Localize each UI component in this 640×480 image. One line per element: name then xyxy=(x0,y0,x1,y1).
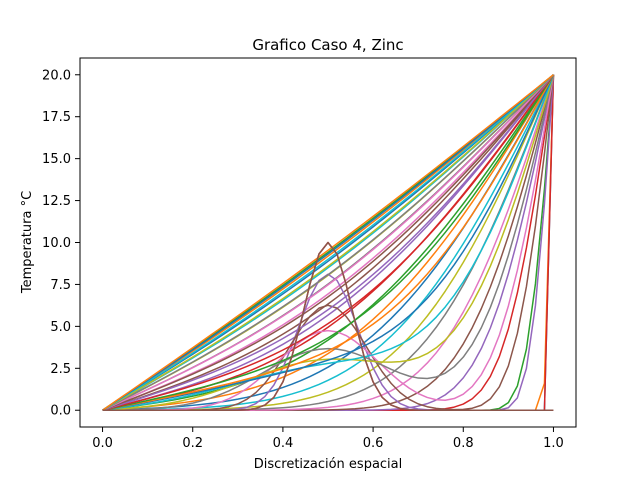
series-line xyxy=(102,74,555,411)
x-tick-label: 0.8 xyxy=(453,436,474,451)
x-tick-label: 0.6 xyxy=(363,436,384,451)
y-tick-label: 20.0 xyxy=(42,68,71,83)
series-line xyxy=(102,74,555,411)
series-line xyxy=(102,74,554,411)
series-line xyxy=(102,74,554,411)
series-line xyxy=(102,74,555,411)
series-line xyxy=(102,74,554,411)
y-axis: 0.0 2.5 5.0 7.5 10.0 12.5 15.0 17.5 20.0 xyxy=(42,68,80,419)
series-line xyxy=(102,74,555,411)
series-line xyxy=(102,74,554,411)
x-tick-label: 0.0 xyxy=(92,436,113,451)
chart-title: Grafico Caso 4, Zinc xyxy=(252,36,403,54)
y-tick-label: 5.0 xyxy=(50,320,71,335)
series-line xyxy=(102,74,554,411)
series-line xyxy=(102,74,554,411)
series-line xyxy=(102,74,555,411)
y-tick-label: 15.0 xyxy=(42,152,71,167)
x-axis: 0.0 0.2 0.4 0.6 0.8 1.0 xyxy=(92,427,564,451)
series-line xyxy=(102,74,555,411)
y-tick-label: 2.5 xyxy=(50,362,71,377)
y-axis-label: Temperatura °C xyxy=(20,191,35,294)
series-line xyxy=(102,241,554,411)
x-tick-label: 0.2 xyxy=(182,436,203,451)
y-tick-label: 17.5 xyxy=(42,110,71,125)
x-tick-label: 0.4 xyxy=(273,436,294,451)
y-tick-label: 10.0 xyxy=(42,236,71,251)
series-line xyxy=(102,74,554,411)
series-line xyxy=(102,74,555,411)
series-line xyxy=(102,74,555,411)
series-line xyxy=(102,74,555,411)
series-line xyxy=(102,74,555,411)
x-tick-label: 1.0 xyxy=(543,436,564,451)
series-layer xyxy=(102,74,555,411)
y-tick-label: 12.5 xyxy=(42,194,71,209)
series-line xyxy=(102,74,555,411)
y-tick-label: 0.0 xyxy=(50,404,71,419)
x-axis-label: Discretización espacial xyxy=(254,457,403,472)
y-tick-label: 7.5 xyxy=(50,278,71,293)
series-line xyxy=(102,74,555,411)
series-line xyxy=(102,74,555,411)
series-line xyxy=(102,74,555,411)
series-line xyxy=(102,74,554,411)
